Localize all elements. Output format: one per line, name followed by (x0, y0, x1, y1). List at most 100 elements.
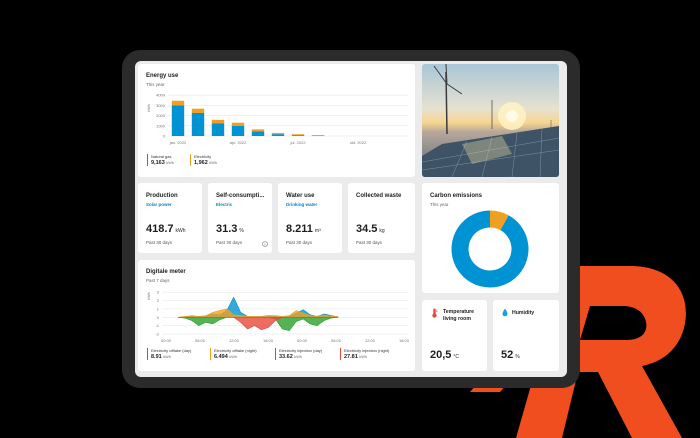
y-tick-label: 1 (157, 306, 160, 311)
tile-value: 418.7 kWh (146, 223, 186, 235)
value-number: 8.211 (286, 223, 313, 235)
y-tick-label: 4000 (156, 93, 166, 98)
legend-natural-gas: Natural gas 9,163 kWh (147, 154, 174, 166)
tile-value: 31.3% (216, 223, 244, 235)
legend-unit: kWh (229, 355, 237, 359)
y-tick-label: 1000 (156, 123, 166, 128)
energy-use-card[interactable]: Energy use This year 0 1000 2000 3000 4000 kW… (138, 64, 415, 177)
tile-title: Self-consumpti... (216, 193, 265, 199)
card-title: Energy use (146, 73, 179, 79)
y-tick-label: 2 (157, 298, 160, 303)
y-tick-label: 0 (163, 134, 166, 139)
legend-label: Electricity injection (night) (344, 348, 390, 353)
tile-water-use[interactable]: Water use Drinking water 8.211 m³ Past 30… (278, 183, 342, 253)
tile-subtitle: Electric (216, 202, 233, 207)
bar (291, 135, 305, 136)
y-axis-label: kWh (147, 292, 151, 300)
legend-electricity: Electricity 1,962 kWh (190, 154, 217, 166)
series-area (178, 316, 338, 331)
bar (231, 122, 245, 126)
legend-unit: kWh (166, 161, 174, 165)
legend-unit: kWh (209, 161, 217, 165)
value-number: 418.7 (146, 223, 174, 235)
value-unit: m³ (314, 228, 321, 234)
solar-photo (422, 64, 559, 177)
legend-value: 1,962 (194, 160, 208, 166)
x-tick-label: 12:00 (365, 338, 376, 343)
tile-period: Past 30 days (216, 240, 243, 245)
y-tick-label: 0 (157, 315, 160, 320)
tile-production[interactable]: Production Solar power 418.7 kWh Past 30 … (138, 183, 202, 253)
tile-subtitle: Solar power (146, 202, 172, 207)
card-title: Temperature living room (443, 309, 475, 322)
humidity-card[interactable]: Humidity 52% (493, 300, 559, 371)
legend-value: 9,163 (151, 160, 165, 166)
legend-offtake-day: Electricity offtake (day) 8.91 kWh (147, 348, 191, 360)
series-area (177, 308, 339, 318)
y-tick-label: -2 (155, 332, 159, 337)
temperature-card[interactable]: Temperature living room 20,5 °C (422, 300, 487, 371)
digital-meter-card[interactable]: Digitale meter Past 7 days 3 2 1 0 -1 -2 kWh 00… (138, 260, 415, 371)
value-number: 31.3 (216, 223, 238, 235)
legend-value: 33.62 (279, 354, 293, 360)
legend-label: Electricity offtake (day) (151, 348, 192, 353)
info-icon[interactable] (262, 241, 268, 247)
donut-slice (451, 210, 529, 288)
x-tick-label: 12:00 (229, 338, 240, 343)
tile-subtitle: Drinking water (286, 202, 318, 207)
x-tick-label: 18:00 (399, 338, 410, 343)
tile-title: Water use (286, 193, 315, 199)
bar (271, 132, 285, 135)
legend-unit: kWh (359, 355, 367, 359)
value-number: 20,5 (430, 349, 452, 361)
x-tick-label: okt. 2022 (350, 140, 367, 145)
bar (191, 108, 205, 113)
solar-scene-illustration (422, 64, 559, 177)
y-axis-label: kWh (147, 104, 151, 112)
card-period: This year (430, 202, 449, 207)
card-title: Digitale meter (146, 269, 186, 275)
y-tick-label: 3000 (156, 103, 166, 108)
temperature-value: 20,5 °C (430, 349, 459, 361)
tile-self-consumption[interactable]: Self-consumpti... Electric 31.3% Past 30… (208, 183, 272, 253)
value-number: 52 (501, 349, 514, 361)
tile-collected-waste[interactable]: Collected waste 34.5 kg Past 30 days (348, 183, 415, 253)
x-tick-label: 18:00 (263, 338, 274, 343)
tile-period: Past 30 days (146, 240, 173, 245)
dashboard-screen: Energy use This year 0 1000 2000 3000 4000 kW… (135, 61, 567, 377)
humidity-value: 52% (501, 349, 520, 361)
legend-label: Electricity (194, 154, 212, 159)
water-drop-icon (502, 308, 508, 317)
x-tick-label: apr. 2022 (230, 140, 247, 145)
legend-label: Electricity offtake (night) (214, 348, 257, 353)
thermometer-icon (432, 308, 438, 318)
bar (231, 125, 245, 136)
legend-offtake-night: Electricity offtake (night) 6.494 kWh (210, 348, 257, 360)
energy-use-chart: 0 1000 2000 3000 4000 kWh jan. 2022 apr. 2022 ju… (147, 93, 408, 145)
legend-injection-day: Electricity injection (day) 33.62 kWh (275, 348, 322, 360)
value-unit: % (239, 228, 244, 234)
x-tick-label: 06:00 (331, 338, 342, 343)
carbon-emissions-card[interactable]: Carbon emissions This year (422, 183, 559, 293)
value-unit: kWh (175, 228, 186, 234)
y-tick-label: 3 (157, 290, 160, 295)
legend-unit: kWh (294, 355, 302, 359)
carbon-donut-chart (451, 210, 529, 288)
value-unit: % (515, 354, 520, 360)
bar (191, 113, 205, 136)
bar (251, 129, 265, 132)
bar (251, 131, 265, 136)
donut-slice (489, 210, 509, 231)
bar (311, 135, 325, 136)
bar (271, 134, 285, 136)
y-tick-label: -1 (155, 323, 159, 328)
bar (211, 123, 225, 136)
card-period: Past 7 days (146, 278, 170, 283)
bar (211, 119, 225, 124)
value-number: 34.5 (356, 223, 378, 235)
series-area (177, 296, 339, 318)
tile-period: Past 30 days (286, 240, 313, 245)
tile-title: Collected waste (356, 193, 402, 199)
x-tick-label: jul. 2022 (289, 140, 306, 145)
